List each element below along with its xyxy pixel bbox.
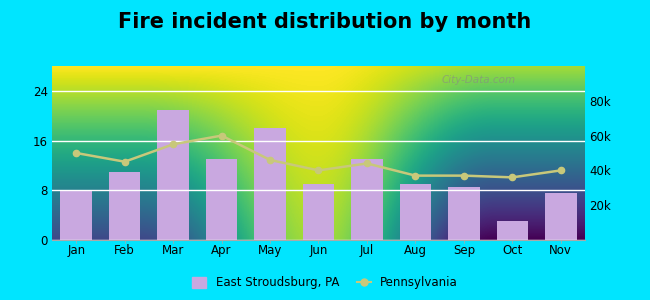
Bar: [254, 128, 286, 240]
Bar: [497, 221, 528, 240]
Bar: [351, 159, 383, 240]
Bar: [303, 184, 334, 240]
Bar: [545, 194, 577, 240]
Bar: [157, 110, 189, 240]
Bar: [400, 184, 431, 240]
Text: Fire incident distribution by month: Fire incident distribution by month: [118, 12, 532, 32]
Bar: [60, 190, 92, 240]
Bar: [448, 187, 480, 240]
Bar: [206, 159, 237, 240]
Text: City-Data.com: City-Data.com: [441, 75, 515, 85]
Legend: East Stroudsburg, PA, Pennsylvania: East Stroudsburg, PA, Pennsylvania: [187, 272, 463, 294]
Bar: [109, 172, 140, 240]
